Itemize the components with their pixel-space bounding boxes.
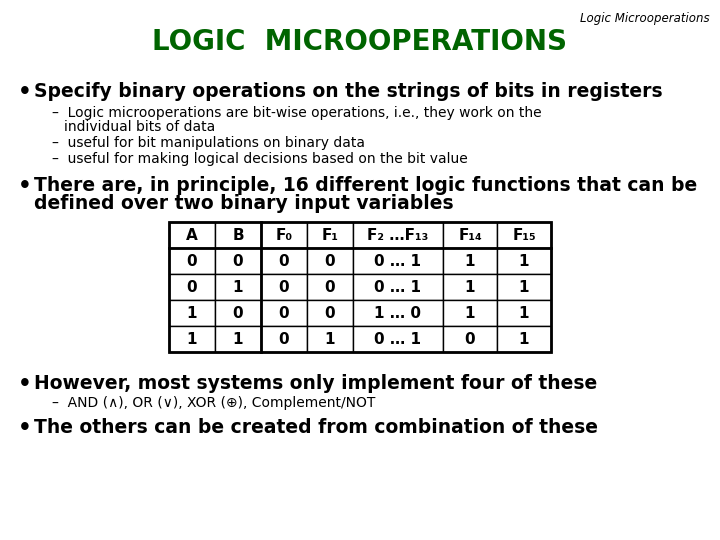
Text: •: • bbox=[18, 374, 32, 394]
Bar bbox=[261, 274, 307, 300]
Text: Logic Microoperations: Logic Microoperations bbox=[580, 12, 710, 25]
Text: 0: 0 bbox=[279, 253, 289, 268]
Bar bbox=[307, 300, 353, 326]
Text: There are, in principle, 16 different logic functions that can be: There are, in principle, 16 different lo… bbox=[34, 176, 697, 195]
Text: 1: 1 bbox=[518, 253, 529, 268]
Text: 0: 0 bbox=[325, 306, 336, 321]
Text: 0 … 1: 0 … 1 bbox=[374, 332, 421, 347]
Text: 1: 1 bbox=[518, 332, 529, 347]
Text: 0: 0 bbox=[233, 253, 243, 268]
Bar bbox=[307, 248, 353, 274]
Text: 0: 0 bbox=[186, 280, 197, 294]
Text: Specify binary operations on the strings of bits in registers: Specify binary operations on the strings… bbox=[34, 82, 662, 101]
Bar bbox=[215, 326, 261, 352]
Text: F₁₄: F₁₄ bbox=[458, 227, 482, 242]
Bar bbox=[497, 274, 551, 300]
Text: 0: 0 bbox=[279, 306, 289, 321]
Text: 0: 0 bbox=[279, 280, 289, 294]
Bar bbox=[215, 274, 261, 300]
Text: F₀: F₀ bbox=[276, 227, 292, 242]
Text: •: • bbox=[18, 176, 32, 196]
Text: B: B bbox=[232, 227, 244, 242]
Text: F₁₅: F₁₅ bbox=[512, 227, 536, 242]
Text: 0: 0 bbox=[233, 306, 243, 321]
Text: –  Logic microoperations are bit-wise operations, i.e., they work on the: – Logic microoperations are bit-wise ope… bbox=[52, 106, 541, 120]
Text: 1: 1 bbox=[233, 280, 243, 294]
Bar bbox=[169, 326, 215, 352]
Text: F₂ …F₁₃: F₂ …F₁₃ bbox=[367, 227, 428, 242]
Bar bbox=[169, 274, 215, 300]
Text: A: A bbox=[186, 227, 198, 242]
Bar bbox=[215, 222, 261, 248]
Text: 0: 0 bbox=[464, 332, 475, 347]
Bar bbox=[169, 222, 215, 248]
Text: 1: 1 bbox=[464, 280, 475, 294]
Bar bbox=[497, 248, 551, 274]
Bar bbox=[443, 300, 497, 326]
Bar bbox=[497, 222, 551, 248]
Bar bbox=[169, 248, 215, 274]
Text: 0: 0 bbox=[186, 253, 197, 268]
Text: The others can be created from combination of these: The others can be created from combinati… bbox=[34, 418, 598, 437]
Text: defined over two binary input variables: defined over two binary input variables bbox=[34, 194, 454, 213]
Text: However, most systems only implement four of these: However, most systems only implement fou… bbox=[34, 374, 598, 393]
Bar bbox=[353, 248, 443, 274]
Text: 1: 1 bbox=[518, 280, 529, 294]
Bar bbox=[443, 274, 497, 300]
Text: F₁: F₁ bbox=[322, 227, 338, 242]
Bar bbox=[443, 222, 497, 248]
Text: LOGIC  MICROOPERATIONS: LOGIC MICROOPERATIONS bbox=[153, 28, 567, 56]
Text: 1: 1 bbox=[325, 332, 336, 347]
Text: 0 … 1: 0 … 1 bbox=[374, 280, 421, 294]
Bar bbox=[261, 248, 307, 274]
Text: individual bits of data: individual bits of data bbox=[64, 120, 215, 134]
Bar bbox=[497, 300, 551, 326]
Text: 1: 1 bbox=[186, 306, 197, 321]
Text: •: • bbox=[18, 82, 32, 102]
Text: 0: 0 bbox=[279, 332, 289, 347]
Bar bbox=[261, 326, 307, 352]
Bar bbox=[307, 326, 353, 352]
Text: 0: 0 bbox=[325, 253, 336, 268]
Bar bbox=[261, 222, 307, 248]
Text: –  AND (∧), OR (∨), XOR (⊕), Complement/NOT: – AND (∧), OR (∨), XOR (⊕), Complement/N… bbox=[52, 396, 375, 410]
Text: 1 … 0: 1 … 0 bbox=[374, 306, 421, 321]
Text: 1: 1 bbox=[186, 332, 197, 347]
Bar bbox=[353, 222, 443, 248]
Bar bbox=[215, 248, 261, 274]
Bar bbox=[169, 300, 215, 326]
Text: •: • bbox=[18, 418, 32, 438]
Bar bbox=[353, 326, 443, 352]
Bar bbox=[353, 300, 443, 326]
Text: 1: 1 bbox=[233, 332, 243, 347]
Text: 0 … 1: 0 … 1 bbox=[374, 253, 421, 268]
Text: 1: 1 bbox=[518, 306, 529, 321]
Text: –  useful for bit manipulations on binary data: – useful for bit manipulations on binary… bbox=[52, 136, 365, 150]
Text: 1: 1 bbox=[464, 253, 475, 268]
Bar bbox=[353, 274, 443, 300]
Bar bbox=[215, 300, 261, 326]
Bar bbox=[307, 274, 353, 300]
Bar bbox=[443, 326, 497, 352]
Bar bbox=[443, 248, 497, 274]
Text: 0: 0 bbox=[325, 280, 336, 294]
Text: 1: 1 bbox=[464, 306, 475, 321]
Bar bbox=[169, 222, 551, 352]
Bar bbox=[497, 326, 551, 352]
Bar bbox=[307, 222, 353, 248]
Text: –  useful for making logical decisions based on the bit value: – useful for making logical decisions ba… bbox=[52, 152, 468, 166]
Bar bbox=[261, 300, 307, 326]
